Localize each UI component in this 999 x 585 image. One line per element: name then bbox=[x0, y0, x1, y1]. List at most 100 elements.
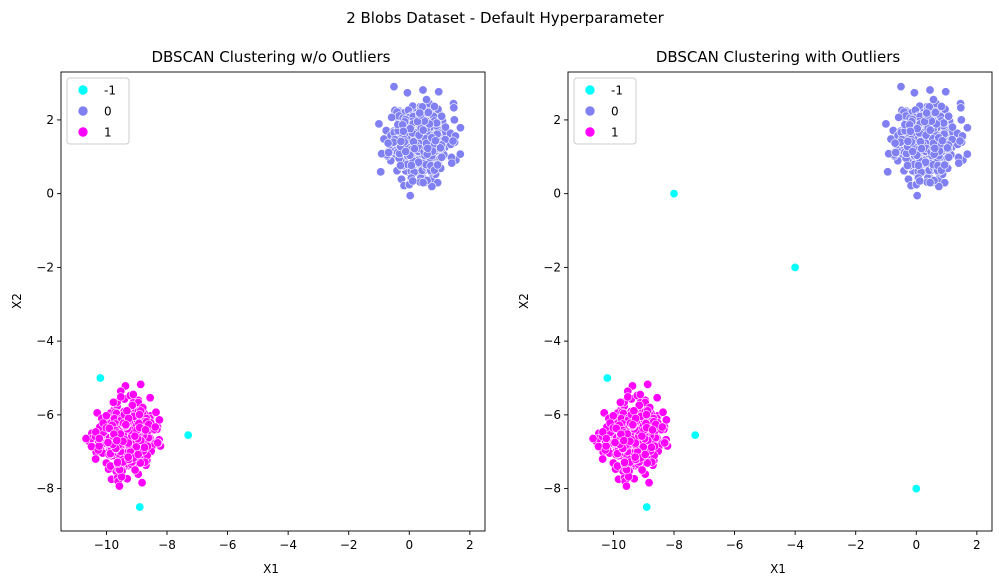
scatter-point-cluster-0 bbox=[902, 160, 912, 170]
scatter-points bbox=[588, 82, 972, 512]
scatter-point-cluster-0 bbox=[448, 136, 458, 146]
scatter-point-cluster-1 bbox=[154, 415, 164, 425]
scatter-point-cluster-0 bbox=[894, 112, 904, 122]
scatter-point-cluster-0 bbox=[398, 126, 408, 136]
y-tick-label: −2 bbox=[543, 260, 561, 274]
scatter-point-cluster-0 bbox=[376, 167, 386, 177]
legend: -1 0 1 bbox=[573, 77, 637, 145]
y-tick-label: −6 bbox=[543, 408, 561, 422]
scatter-point-cluster-1 bbox=[621, 481, 631, 491]
legend-box bbox=[66, 77, 130, 145]
scatter-point-cluster-0 bbox=[455, 123, 465, 133]
scatter-point-cluster-0 bbox=[401, 147, 411, 157]
scatter-point-cluster-0 bbox=[883, 167, 893, 177]
axes-frame bbox=[60, 71, 486, 532]
y-tick-label: 0 bbox=[46, 187, 54, 201]
x-tick-label: −8 bbox=[158, 538, 176, 552]
legend-label: -1 bbox=[611, 84, 623, 98]
scatter-point-cluster-0 bbox=[936, 101, 946, 111]
scatter-point-cluster--1 bbox=[669, 189, 679, 199]
legend-marker bbox=[584, 84, 596, 96]
y-tick-label: −6 bbox=[36, 408, 54, 422]
scatter-point-cluster-1 bbox=[133, 449, 143, 459]
x-tick-label: −4 bbox=[279, 538, 297, 552]
scatter-point-cluster-1 bbox=[619, 436, 629, 446]
scatter-point-cluster-1 bbox=[598, 454, 608, 464]
scatter-panel-right: DBSCAN Clustering with Outliers X1 X2 −1… bbox=[517, 48, 993, 576]
scatter-point-cluster-1 bbox=[661, 415, 671, 425]
legend-label: 0 bbox=[611, 105, 619, 119]
scatter-point-cluster-0 bbox=[440, 122, 450, 132]
scatter-point-cluster--1 bbox=[602, 373, 612, 383]
y-tick-label: −4 bbox=[36, 334, 54, 348]
scatter-point-cluster-0 bbox=[912, 191, 922, 201]
scatter-point-cluster-1 bbox=[637, 431, 647, 441]
scatter-point-cluster-1 bbox=[601, 434, 611, 444]
scatter-point-cluster-1 bbox=[135, 458, 145, 468]
scatter-point-cluster-0 bbox=[435, 143, 445, 153]
scatter-point-cluster-1 bbox=[145, 393, 155, 403]
axes-frame bbox=[567, 71, 993, 532]
x-tick-label: 0 bbox=[912, 538, 920, 552]
scatter-point-cluster-1 bbox=[91, 454, 101, 464]
scatter-point-cluster-1 bbox=[660, 438, 670, 448]
scatter-point-cluster-0 bbox=[930, 143, 940, 153]
y-axis-label: X2 bbox=[517, 293, 531, 309]
scatter-point-cluster-0 bbox=[922, 108, 932, 118]
scatter-point-cluster-0 bbox=[430, 136, 440, 146]
scatter-point-cluster-1 bbox=[114, 481, 124, 491]
scatter-point-cluster-0 bbox=[954, 158, 964, 168]
scatter-point-cluster--1 bbox=[183, 430, 193, 440]
scatter-point-cluster-1 bbox=[123, 452, 133, 462]
scatter-point-cluster-0 bbox=[410, 144, 420, 154]
scatter-point-cluster-1 bbox=[116, 392, 126, 402]
scatter-point-cluster-0 bbox=[418, 85, 428, 95]
scatter-point-cluster-0 bbox=[937, 136, 947, 146]
y-tick-label: −2 bbox=[36, 260, 54, 274]
scatter-point-cluster-1 bbox=[615, 397, 625, 407]
scatter-point-cluster-0 bbox=[934, 181, 944, 191]
panel-title: DBSCAN Clustering with Outliers bbox=[656, 48, 901, 66]
scatter-point-cluster-1 bbox=[620, 457, 630, 467]
scatter-point-cluster-0 bbox=[389, 82, 399, 92]
legend-label: 0 bbox=[104, 105, 112, 119]
scatter-point-cluster-1 bbox=[108, 397, 118, 407]
x-tick-label: −2 bbox=[340, 538, 358, 552]
scatter-point-cluster-1 bbox=[137, 478, 147, 488]
legend-label: 1 bbox=[611, 126, 619, 140]
scatter-point-cluster-0 bbox=[433, 160, 443, 170]
scatter-point-cluster-0 bbox=[447, 158, 457, 168]
scatter-point-cluster-0 bbox=[449, 115, 459, 125]
y-tick-label: −4 bbox=[543, 334, 561, 348]
scatter-point-cluster-0 bbox=[429, 101, 439, 111]
scatter-point-cluster-0 bbox=[387, 112, 397, 122]
scatter-point-cluster-0 bbox=[449, 103, 459, 113]
scatter-point-cluster-0 bbox=[881, 119, 891, 129]
scatter-point-cluster-1 bbox=[113, 457, 123, 467]
x-tick-label: −6 bbox=[726, 538, 744, 552]
legend-marker bbox=[77, 84, 89, 96]
scatter-point-cluster-1 bbox=[642, 458, 652, 468]
scatter-point-cluster-0 bbox=[422, 95, 432, 105]
scatter-point-cluster-1 bbox=[635, 390, 645, 400]
scatter-point-cluster-1 bbox=[647, 425, 657, 435]
scatter-point-cluster-1 bbox=[628, 420, 638, 430]
y-axis-label: X2 bbox=[10, 293, 24, 309]
scatter-point-cluster-1 bbox=[630, 452, 640, 462]
scatter-point-cluster-0 bbox=[915, 176, 925, 186]
scatter-point-cluster-1 bbox=[150, 422, 160, 432]
scatter-point-cluster-0 bbox=[415, 108, 425, 118]
scatter-point-cluster-0 bbox=[395, 160, 405, 170]
scatter-point-cluster-1 bbox=[134, 410, 144, 420]
scatter-point-cluster-0 bbox=[929, 95, 939, 105]
scatter-point-cluster-1 bbox=[130, 431, 140, 441]
scatter-point-cluster-0 bbox=[925, 125, 935, 135]
scatter-point-cluster-1 bbox=[623, 392, 633, 402]
x-axis-label: X1 bbox=[770, 562, 786, 576]
scatter-point-cluster-0 bbox=[941, 87, 951, 97]
scatter-point-cluster-0 bbox=[909, 88, 919, 98]
scatter-point-cluster--1 bbox=[911, 484, 921, 494]
scatter-point-cluster-1 bbox=[634, 400, 644, 410]
scatter-point-cluster-0 bbox=[437, 111, 447, 121]
